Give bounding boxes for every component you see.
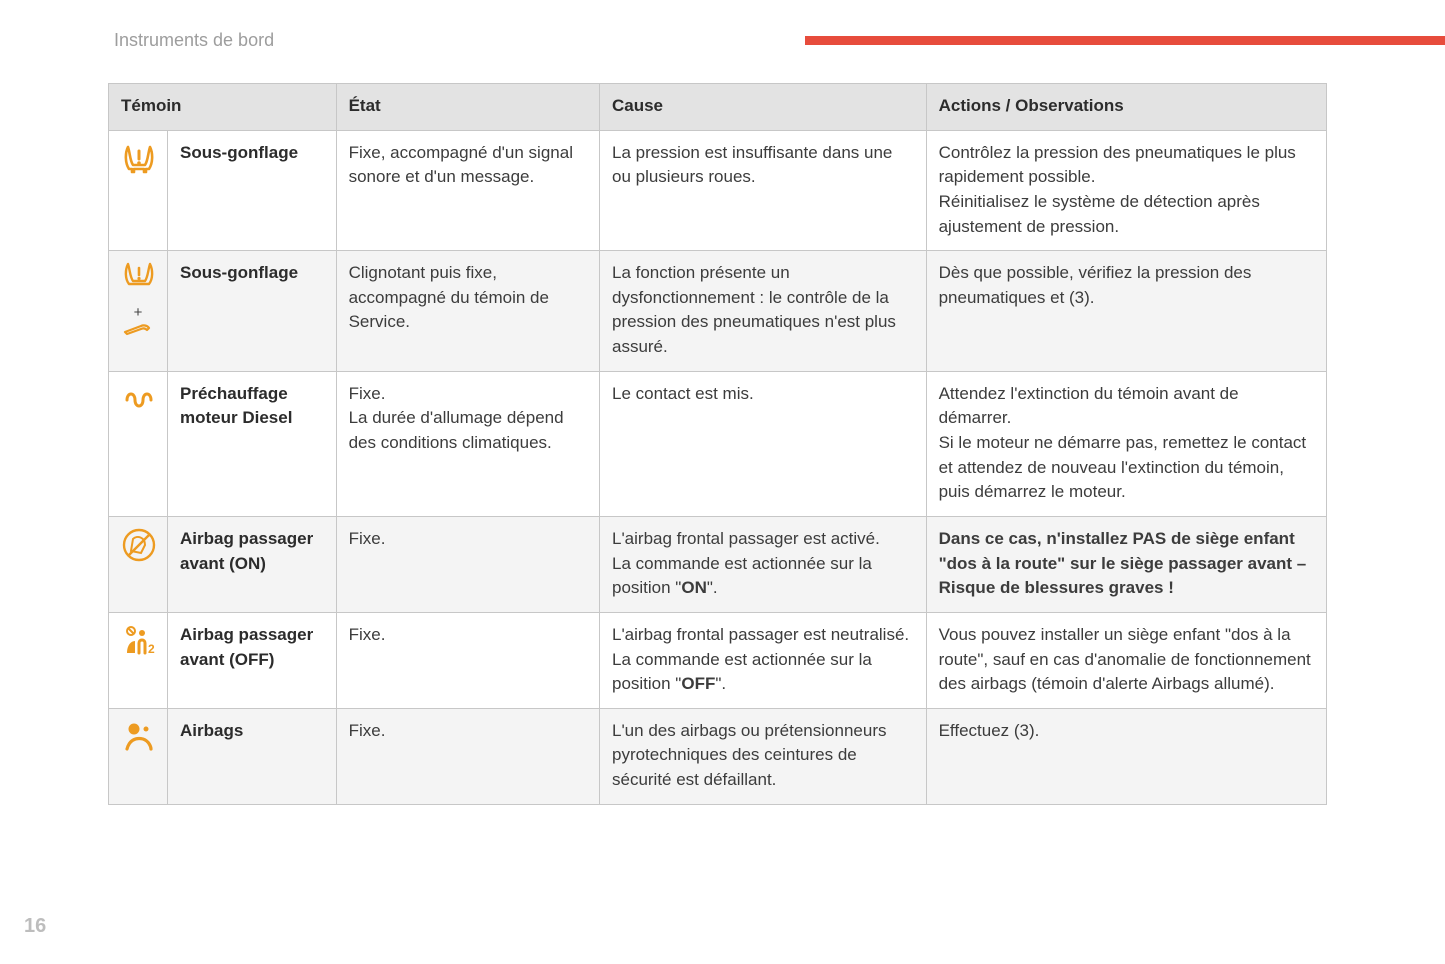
table-row: Airbag passager avant (ON) Fixe. L'airba…	[109, 516, 1327, 612]
header-cause: Cause	[599, 84, 926, 131]
row-name: Sous-gonflage	[168, 251, 337, 372]
row-state: Fixe.La durée d'allumage dépend des cond…	[336, 371, 599, 516]
row-name: Airbag passager avant (OFF)	[168, 612, 337, 708]
airbag-off-icon: 2	[109, 612, 168, 708]
row-action: Attendez l'extinction du témoin avant de…	[926, 371, 1326, 516]
airbag-on-icon	[109, 516, 168, 612]
row-action: Effectuez (3).	[926, 708, 1326, 804]
row-name: Airbag passager avant (ON)	[168, 516, 337, 612]
table-row: 2 Airbag passager avant (OFF) Fixe. L'ai…	[109, 612, 1327, 708]
row-cause: L'un des airbags ou prétensionneurs pyro…	[599, 708, 926, 804]
row-cause: Le contact est mis.	[599, 371, 926, 516]
glow-plug-icon	[109, 371, 168, 516]
svg-text:2: 2	[148, 642, 155, 656]
warning-lights-table: Témoin État Cause Actions / Observations…	[108, 83, 1327, 805]
row-action: Dans ce cas, n'installez PAS de siège en…	[926, 516, 1326, 612]
row-action: Vous pouvez installer un siège enfant "d…	[926, 612, 1326, 708]
page-number: 16	[24, 915, 46, 938]
airbag-fault-icon	[109, 708, 168, 804]
row-state: Fixe.	[336, 516, 599, 612]
row-cause: L'airbag frontal passager est activé.La …	[599, 516, 926, 612]
row-cause: La fonction présente un dysfonctionnemen…	[599, 251, 926, 372]
accent-bar	[805, 36, 1445, 45]
row-action: Contrôlez la pression des pneumatiques l…	[926, 130, 1326, 251]
row-state: Clignotant puis fixe, accompagné du témo…	[336, 251, 599, 372]
row-name: Sous-gonflage	[168, 130, 337, 251]
row-cause: La pression est insuffisante dans une ou…	[599, 130, 926, 251]
table-row: Sous-gonflage Fixe, accompagné d'un sign…	[109, 130, 1327, 251]
row-name: Préchauffage moteur Diesel	[168, 371, 337, 516]
row-state: Fixe.	[336, 612, 599, 708]
header-temoin: Témoin	[109, 84, 337, 131]
header-actions: Actions / Observations	[926, 84, 1326, 131]
table-row: + Sous-gonflage Clignotant puis fixe, ac…	[109, 251, 1327, 372]
row-cause: L'airbag frontal passager est neutralisé…	[599, 612, 926, 708]
tpms-service-icon: +	[109, 251, 168, 372]
table-row: Préchauffage moteur Diesel Fixe.La durée…	[109, 371, 1327, 516]
row-action: Dès que possible, vérifiez la pression d…	[926, 251, 1326, 372]
row-state: Fixe, accompagné d'un signal sonore et d…	[336, 130, 599, 251]
tpms-icon	[109, 130, 168, 251]
row-state: Fixe.	[336, 708, 599, 804]
header-etat: État	[336, 84, 599, 131]
table-header-row: Témoin État Cause Actions / Observations	[109, 84, 1327, 131]
table-row: Airbags Fixe. L'un des airbags ou préten…	[109, 708, 1327, 804]
row-name: Airbags	[168, 708, 337, 804]
